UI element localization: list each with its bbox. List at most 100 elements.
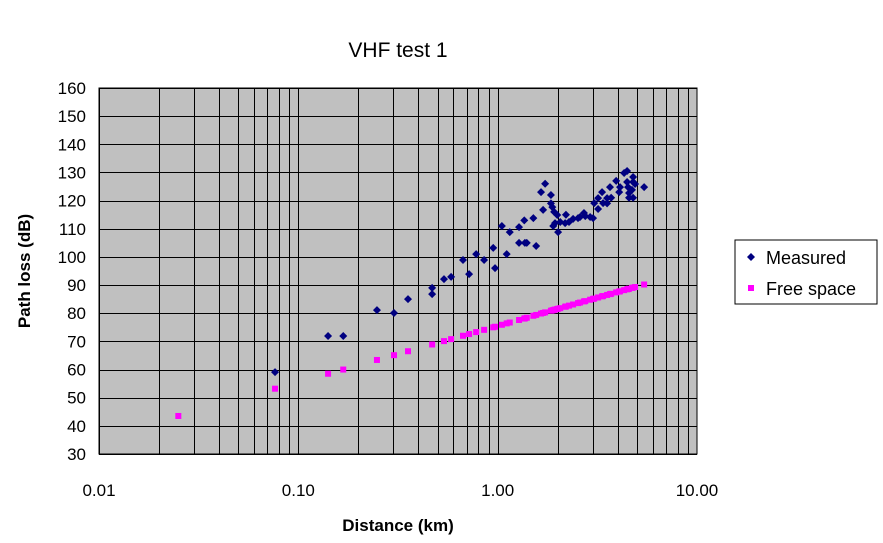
point-free-space: [175, 412, 182, 419]
point-free-space: [523, 314, 530, 321]
point-free-space: [641, 281, 648, 288]
legend-label-free-space: Free space: [766, 279, 856, 299]
y-tick-label: 110: [59, 220, 86, 239]
point-free-space: [506, 319, 513, 326]
y-axis-ticks: 30 40 50 60 70 80 90 100 110 120 130 140 150 160: [58, 79, 86, 464]
point-free-space: [272, 385, 279, 392]
point-free-space: [632, 284, 639, 291]
point-free-space: [498, 321, 505, 328]
point-measured: [553, 210, 562, 219]
point-measured: [497, 221, 506, 230]
point-free-space: [595, 294, 602, 301]
point-measured: [623, 167, 632, 176]
legend-marker-measured: [747, 253, 755, 261]
x-axis-title: Distance (km): [342, 516, 453, 535]
point-free-space: [473, 329, 480, 336]
y-tick-label: 120: [58, 192, 86, 211]
point-free-space: [466, 331, 473, 338]
point-measured: [520, 216, 529, 225]
point-measured: [569, 214, 578, 223]
point-free-space: [570, 301, 577, 308]
point-free-space: [608, 290, 615, 297]
point-measured: [605, 183, 614, 192]
point-measured: [551, 219, 560, 228]
point-measured: [594, 194, 603, 203]
y-tick-label: 80: [67, 304, 86, 323]
point-measured: [465, 270, 474, 279]
point-measured: [554, 228, 563, 237]
point-measured: [458, 256, 467, 265]
point-free-space: [373, 356, 380, 363]
point-measured: [616, 183, 625, 192]
point-measured: [271, 368, 280, 377]
x-tick-label: 0.01: [82, 481, 115, 500]
point-measured: [640, 183, 649, 192]
point-measured: [546, 190, 555, 199]
y-tick-label: 70: [67, 332, 86, 351]
point-measured: [625, 193, 634, 202]
point-measured: [603, 199, 612, 208]
point-measured: [491, 264, 500, 273]
point-measured: [539, 205, 548, 214]
point-measured: [339, 332, 348, 341]
point-free-space: [503, 320, 510, 327]
point-free-space: [516, 316, 523, 323]
legend-box: [734, 239, 878, 305]
point-measured: [324, 332, 333, 341]
point-measured: [428, 290, 437, 299]
point-free-space: [533, 311, 540, 318]
point-measured: [440, 275, 449, 284]
point-measured: [615, 188, 624, 197]
point-measured: [515, 238, 524, 247]
point-free-space: [325, 370, 332, 377]
point-measured: [472, 250, 481, 259]
point-measured: [515, 223, 524, 232]
point-measured: [537, 188, 546, 197]
legend-label-measured: Measured: [766, 248, 846, 268]
point-measured: [590, 199, 599, 208]
x-tick-label: 1.00: [481, 481, 514, 500]
point-measured: [631, 180, 640, 189]
point-measured: [390, 308, 399, 317]
data-points: [175, 167, 649, 419]
y-tick-label: 90: [67, 276, 86, 295]
point-free-space: [562, 303, 569, 310]
point-free-space: [448, 336, 455, 343]
point-measured: [532, 241, 541, 250]
point-measured: [505, 228, 514, 237]
point-free-space: [617, 288, 624, 295]
point-measured: [607, 193, 616, 202]
y-tick-label: 30: [67, 445, 86, 464]
point-measured: [529, 214, 538, 223]
point-free-space: [591, 295, 598, 302]
plot-area: [99, 88, 697, 454]
y-tick-label: 160: [58, 79, 86, 98]
point-measured: [489, 243, 498, 252]
point-free-space: [429, 341, 436, 348]
point-measured: [594, 205, 603, 214]
point-free-space: [582, 298, 589, 305]
point-measured: [561, 210, 570, 219]
point-measured: [589, 214, 598, 223]
x-tick-label: 0.10: [282, 481, 315, 500]
y-tick-label: 100: [58, 248, 86, 267]
plot-border: [98, 87, 698, 455]
y-tick-label: 140: [58, 135, 86, 154]
y-axis-title: Path loss (dB): [15, 214, 34, 328]
point-measured: [612, 176, 621, 185]
point-free-space: [566, 302, 573, 309]
point-free-space: [613, 289, 620, 296]
y-tick-label: 50: [67, 389, 86, 408]
point-free-space: [391, 352, 398, 359]
point-measured: [447, 272, 456, 281]
point-free-space: [441, 338, 448, 345]
point-free-space: [405, 348, 412, 355]
x-tick-label: 10.00: [676, 481, 719, 500]
point-measured: [428, 283, 437, 292]
y-tick-label: 60: [67, 361, 86, 380]
legend-marker-free-space: [748, 285, 754, 291]
point-measured: [522, 238, 531, 247]
point-measured: [598, 188, 607, 197]
point-measured: [502, 250, 511, 259]
